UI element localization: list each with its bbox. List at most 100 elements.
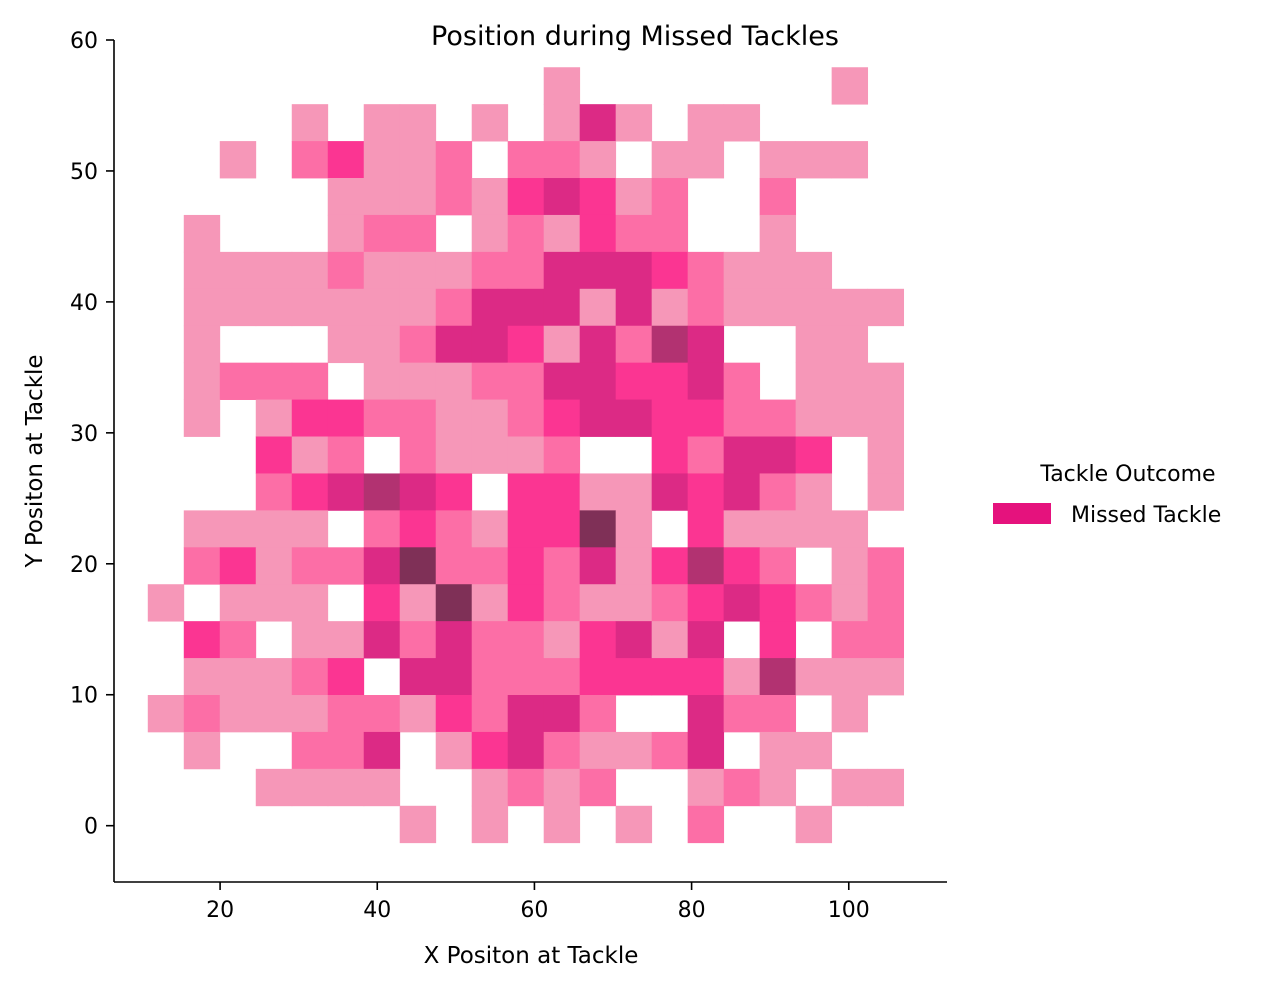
heatmap-cell	[615, 214, 653, 253]
heatmap-cell	[147, 584, 185, 622]
heatmap-cell	[399, 621, 437, 659]
x-tick-label: 20	[206, 898, 234, 923]
heatmap-cell	[399, 436, 437, 474]
heatmap-cell	[363, 104, 401, 142]
heatmap-cell	[615, 547, 653, 585]
heatmap-cell	[183, 399, 221, 437]
heatmap-cell	[507, 695, 545, 733]
heatmap-cell	[651, 362, 689, 400]
heatmap-cell	[327, 658, 365, 696]
heatmap-cell	[651, 584, 689, 622]
heatmap-cell	[759, 658, 797, 696]
heatmap-cell	[579, 325, 617, 364]
heatmap-cell	[687, 510, 725, 548]
y-tick-label: 20	[70, 553, 98, 578]
heatmap-cell	[543, 695, 581, 733]
heatmap-cell	[291, 658, 329, 696]
legend-label-missed-tackle: Missed Tackle	[1071, 503, 1221, 528]
heatmap-cell	[651, 288, 689, 327]
heatmap-cell	[543, 288, 581, 327]
heatmap-cell	[183, 288, 221, 327]
heatmap-cell	[435, 399, 473, 437]
heatmap-cell	[255, 473, 293, 511]
axes	[113, 40, 947, 883]
heatmap-cell	[579, 695, 617, 733]
heatmap-cell	[615, 805, 653, 844]
x-tick-label: 80	[678, 898, 706, 923]
heatmap-cell	[183, 695, 221, 733]
heatmap-cell	[579, 251, 617, 290]
heatmap-cell	[543, 805, 581, 844]
heatmap-cell	[399, 178, 437, 216]
heatmap-cell	[471, 731, 509, 770]
legend-swatch-missed-tackle	[993, 503, 1051, 524]
heatmap-cell	[831, 325, 869, 364]
heatmap-cell	[759, 436, 797, 474]
heatmap-cell	[255, 362, 293, 400]
heatmap-cell	[615, 362, 653, 400]
heatmap-cell	[867, 768, 905, 807]
heatmap-cell	[399, 805, 437, 844]
heatmap-cell	[687, 141, 725, 179]
heatmap-cell	[543, 731, 581, 770]
legend: Tackle Outcome Missed Tackle	[993, 462, 1221, 528]
heatmap-cell	[471, 768, 509, 807]
heatmap-cell	[507, 510, 545, 548]
heatmap-cell	[327, 547, 365, 585]
heatmap-cell	[687, 362, 725, 400]
heatmap-cell	[759, 510, 797, 548]
x-ticks: 20 40 60 80 100	[206, 882, 870, 923]
heatmap-cell	[795, 584, 833, 622]
heatmap-cell	[291, 510, 329, 548]
heatmap-cell	[651, 658, 689, 696]
heatmap-cell	[399, 399, 437, 437]
heatmap-cell	[831, 768, 869, 807]
heatmap-cell	[399, 547, 437, 585]
heatmap-cell	[687, 104, 725, 142]
heatmap-cell	[723, 584, 761, 622]
heatmap-cell	[651, 399, 689, 437]
heatmap-cell	[615, 178, 653, 216]
heatmap-cell	[543, 399, 581, 437]
heatmap-cell	[579, 510, 617, 548]
heatmap-cell	[831, 510, 869, 548]
heatmap-cell	[183, 362, 221, 400]
heatmap-cell	[435, 621, 473, 659]
heatmap-cell	[183, 547, 221, 585]
heatmap-cell	[363, 251, 401, 290]
heatmap-cell	[615, 251, 653, 290]
heatmap-cell	[687, 399, 725, 437]
heatmap-cell	[435, 547, 473, 585]
heatmap-cell	[795, 436, 833, 474]
heatmap-cell	[543, 658, 581, 696]
heatmap-cell	[255, 436, 293, 474]
heatmap-cell	[363, 141, 401, 179]
heatmap-cell	[867, 288, 905, 327]
heatmap-cell	[363, 325, 401, 364]
heatmap-cell	[795, 510, 833, 548]
heatmap-cell	[183, 325, 221, 364]
heatmap-cell	[795, 399, 833, 437]
heatmap-cell	[579, 104, 617, 142]
heatmap-cell	[291, 695, 329, 733]
heatmap-cell	[651, 214, 689, 253]
heatmap-cell	[507, 473, 545, 511]
heatmap-cell	[471, 658, 509, 696]
heatmap-cell	[327, 695, 365, 733]
heatmap-cell	[867, 621, 905, 659]
heatmap-cell	[687, 695, 725, 733]
heatmap-cell	[579, 288, 617, 327]
heatmap-cell	[723, 399, 761, 437]
heatmap-cell	[507, 362, 545, 400]
heatmap-cell	[867, 547, 905, 585]
heatmap-cell	[435, 731, 473, 770]
heatmap-cell	[723, 473, 761, 511]
x-axis-label: X Positon at Tackle	[424, 943, 639, 969]
heatmap-cell	[759, 695, 797, 733]
heatmap-cell	[831, 399, 869, 437]
heatmap-cell	[327, 178, 365, 216]
heatmap-cell	[543, 325, 581, 364]
heatmap-cell	[327, 436, 365, 474]
heatmap-cell	[327, 214, 365, 253]
heatmap-cell	[687, 768, 725, 807]
